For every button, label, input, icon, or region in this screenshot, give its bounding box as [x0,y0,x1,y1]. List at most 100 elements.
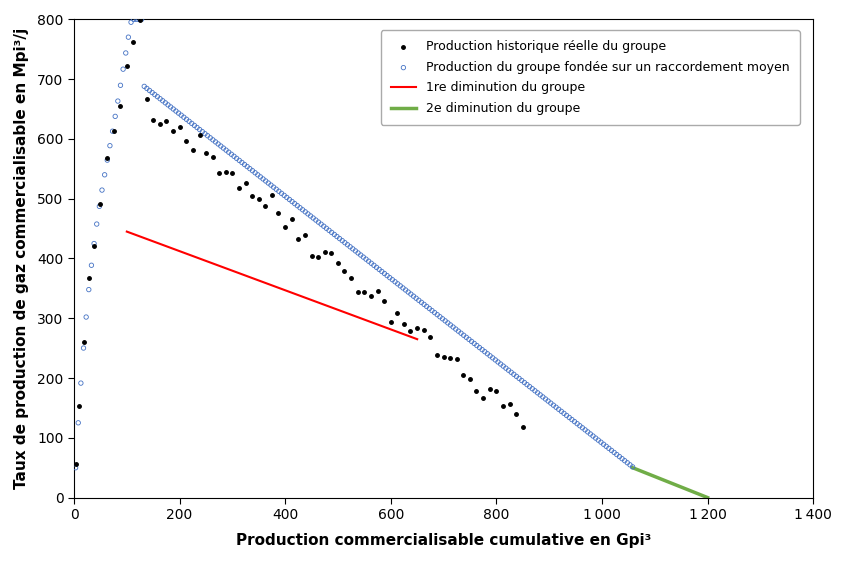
Production du groupe fondée sur un raccordement moyen [117,65,130,74]
Production du groupe fondée sur un raccordement moyen [80,312,93,321]
Production historique réelle du groupe [160,117,173,126]
Production historique réelle du groupe [516,423,530,432]
Production du groupe fondée sur un raccordement moyen [162,101,175,110]
Production du groupe fondée sur un raccordement moyen [417,300,431,309]
Production historique réelle du groupe [509,410,523,419]
Production du groupe fondée sur un raccordement moyen [183,117,196,126]
Production du groupe fondée sur un raccordement moyen [209,138,222,147]
Production du groupe fondée sur un raccordement moyen [610,450,624,459]
Production historique réelle du groupe [364,291,377,300]
Production du groupe fondée sur un raccordement moyen [254,173,267,182]
Production du groupe fondée sur un raccordement moyen [195,127,209,136]
Y-axis label: Taux de production de gaz commercialisable en Mpi³/j: Taux de production de gaz commercialisab… [14,28,29,489]
Production du groupe fondée sur un raccordement moyen [447,323,460,332]
Production historique réelle du groupe [430,351,443,360]
Production historique réelle du groupe [358,288,371,297]
Production du groupe fondée sur un raccordement moyen [494,360,508,369]
Production du groupe fondée sur un raccordement moyen [346,244,360,253]
Production du groupe fondée sur un raccordement moyen [443,320,457,329]
Production du groupe fondée sur un raccordement moyen [502,366,515,375]
Production du groupe fondée sur un raccordement moyen [153,94,167,103]
Production du groupe fondée sur un raccordement moyen [322,226,336,235]
Production du groupe fondée sur un raccordement moyen [449,325,463,334]
1re diminution du groupe [412,336,422,343]
Production historique réelle du groupe [443,353,457,362]
Production du groupe fondée sur un raccordement moyen [356,252,370,261]
Production historique réelle du groupe [252,194,266,203]
Production du groupe fondée sur un raccordement moyen [71,418,85,427]
Production historique réelle du groupe [384,318,398,327]
Production historique réelle du groupe [186,146,200,155]
Production du groupe fondée sur un raccordement moyen [249,168,262,177]
Production du groupe fondée sur un raccordement moyen [499,364,513,373]
Production historique réelle du groupe [490,386,503,395]
Line: 2e diminution du groupe: 2e diminution du groupe [633,468,707,497]
Production du groupe fondée sur un raccordement moyen [544,398,558,407]
Production du groupe fondée sur un raccordement moyen [285,197,299,206]
Production du groupe fondée sur un raccordement moyen [327,230,341,239]
Production du groupe fondée sur un raccordement moyen [549,403,563,412]
Production du groupe fondée sur un raccordement moyen [96,185,109,194]
Production du groupe fondée sur un raccordement moyen [74,379,88,388]
Production du groupe fondée sur un raccordement moyen [185,119,199,128]
Production du groupe fondée sur un raccordement moyen [409,294,423,303]
Production du groupe fondée sur un raccordement moyen [528,386,541,395]
Production du groupe fondée sur un raccordement moyen [240,162,254,171]
Production du groupe fondée sur un raccordement moyen [426,306,439,315]
Production du groupe fondée sur un raccordement moyen [301,210,315,219]
Production du groupe fondée sur un raccordement moyen [129,15,143,24]
Production du groupe fondée sur un raccordement moyen [338,238,352,247]
Production historique réelle du groupe [173,122,186,131]
Production du groupe fondée sur un raccordement moyen [475,345,489,354]
Production historique réelle du groupe [292,235,305,244]
Production du groupe fondée sur un raccordement moyen [381,271,394,280]
Production du groupe fondée sur un raccordement moyen [108,112,122,121]
Production du groupe fondée sur un raccordement moyen [143,86,157,95]
Production du groupe fondée sur un raccordement moyen [486,353,499,362]
Production du groupe fondée sur un raccordement moyen [217,143,230,152]
Production historique réelle du groupe [69,459,82,468]
Production du groupe fondée sur un raccordement moyen [172,108,185,117]
Production du groupe fondée sur un raccordement moyen [311,217,325,226]
Production historique réelle du groupe [133,16,146,25]
Production du groupe fondée sur un raccordement moyen [90,220,103,229]
Production historique réelle du groupe [258,202,272,211]
Production historique réelle du groupe [483,384,497,393]
Production du groupe fondée sur un raccordement moyen [280,193,294,202]
Production du groupe fondée sur un raccordement moyen [85,261,98,270]
Production du groupe fondée sur un raccordement moyen [383,273,397,282]
Production historique réelle du groupe [470,387,483,396]
Production du groupe fondée sur un raccordement moyen [283,195,296,204]
Production du groupe fondée sur un raccordement moyen [320,224,333,233]
Production historique réelle du groupe [417,326,431,335]
Production du groupe fondée sur un raccordement moyen [520,380,534,389]
Production du groupe fondée sur un raccordement moyen [563,413,576,422]
Production du groupe fondée sur un raccordement moyen [436,314,449,323]
Production du groupe fondée sur un raccordement moyen [203,133,217,142]
Production du groupe fondée sur un raccordement moyen [605,446,618,455]
Production historique réelle du groupe [206,152,220,161]
Production du groupe fondée sur un raccordement moyen [132,15,146,24]
Production du groupe fondée sur un raccordement moyen [600,442,613,451]
Production du groupe fondée sur un raccordement moyen [586,432,600,441]
Production historique réelle du groupe [120,61,134,70]
Production du groupe fondée sur un raccordement moyen [243,164,256,173]
Production du groupe fondée sur un raccordement moyen [256,174,270,183]
Production du groupe fondée sur un raccordement moyen [513,374,526,383]
Production du groupe fondée sur un raccordement moyen [478,347,492,356]
Production du groupe fondée sur un raccordement moyen [579,425,592,434]
Production du groupe fondée sur un raccordement moyen [362,257,376,266]
Legend: Production historique réelle du groupe, Production du groupe fondée sur un racco: Production historique réelle du groupe, … [381,30,799,125]
Production du groupe fondée sur un raccordement moyen [341,240,354,249]
Production du groupe fondée sur un raccordement moyen [386,275,399,284]
Production historique réelle du groupe [311,252,325,261]
Production du groupe fondée sur un raccordement moyen [552,405,565,414]
1re diminution du groupe [122,228,132,235]
Production historique réelle du groupe [456,371,470,380]
Production historique réelle du groupe [318,247,332,256]
Production du groupe fondée sur un raccordement moyen [525,384,539,393]
Production du groupe fondée sur un raccordement moyen [464,337,478,346]
Production du groupe fondée sur un raccordement moyen [351,248,365,257]
Production historique réelle du groupe [82,273,96,282]
Production du groupe fondée sur un raccordement moyen [470,341,484,350]
